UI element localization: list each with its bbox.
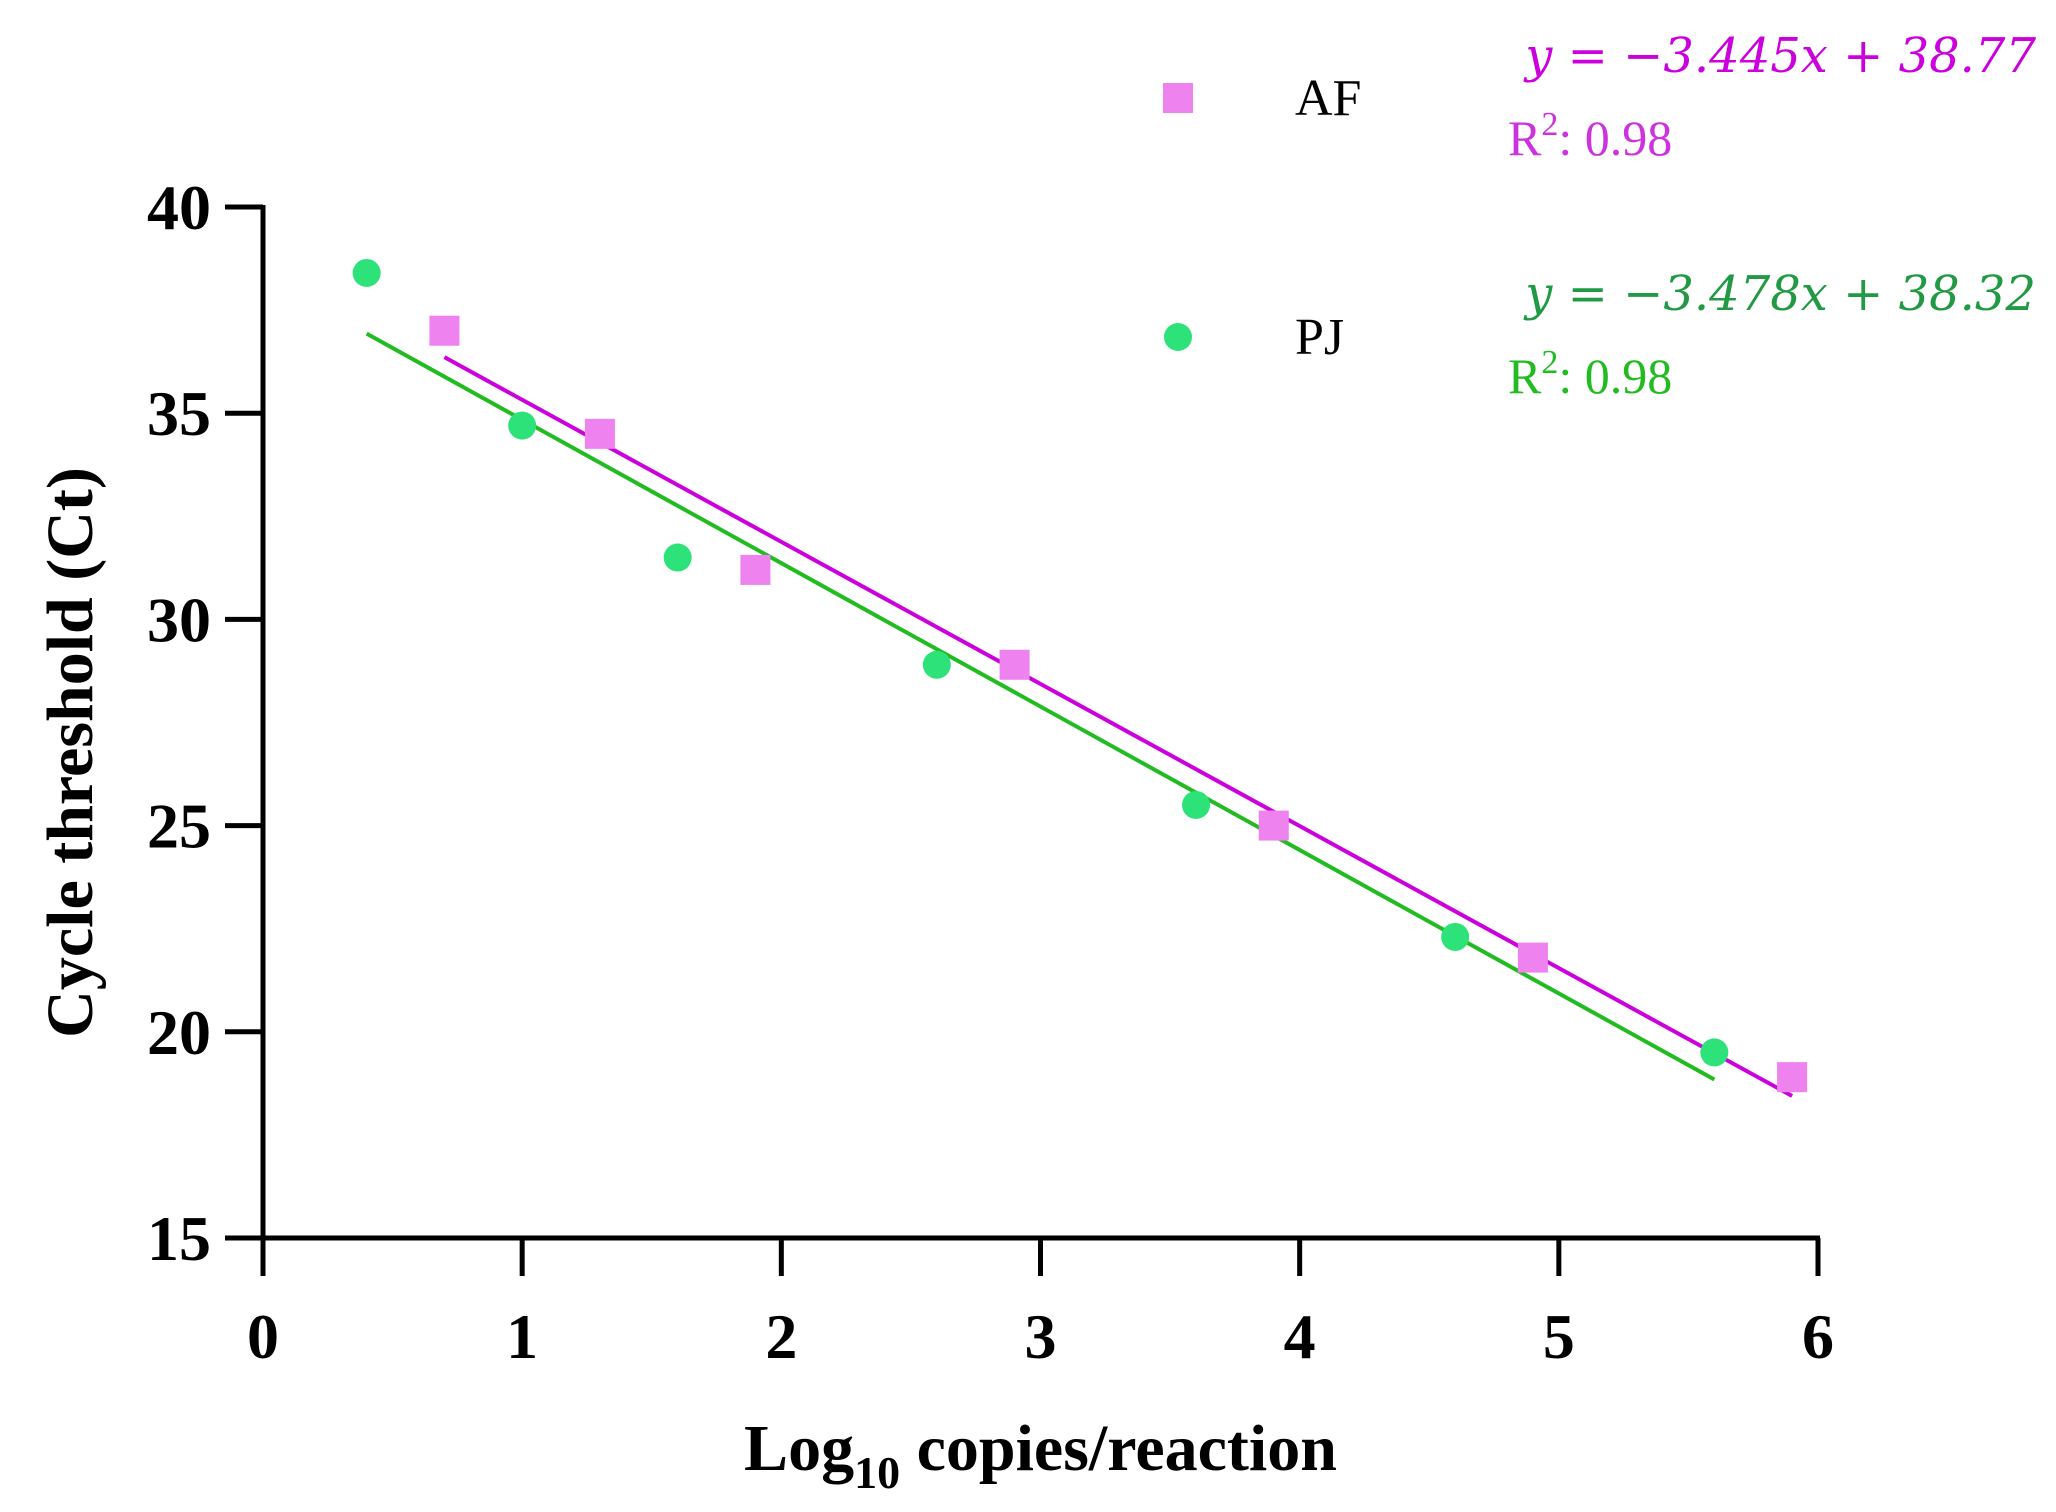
legend-label-af: AF	[1295, 70, 1361, 127]
x-axis-title-main: copies/reaction	[900, 1412, 1337, 1485]
equation-af: y = −3.445x + 38.77	[1523, 28, 2036, 84]
legend-label-pj: PJ	[1295, 309, 1344, 366]
r-squared-af: R2: 0.98	[1508, 106, 1672, 166]
legend-marker-af	[1163, 83, 1193, 113]
y-axis-title: Cycle threshold (Ct)	[34, 467, 107, 1038]
data-point-af	[740, 554, 771, 585]
r-squared-label: R	[1508, 110, 1542, 166]
y-tick-label: 35	[147, 378, 211, 449]
fit-line-af	[443, 355, 1794, 1098]
data-point-af	[1777, 1062, 1808, 1093]
y-tick-label: 15	[147, 1203, 211, 1274]
x-tick-label: 2	[765, 1301, 797, 1372]
data-point-af	[1258, 810, 1289, 841]
data-point-pj	[1182, 790, 1210, 819]
data-point-pj	[1441, 922, 1470, 951]
x-axis-title-prefix: Log	[744, 1412, 854, 1485]
x-tick-label: 0	[247, 1301, 279, 1372]
x-tick-label: 4	[1284, 1301, 1316, 1372]
legend-marker-pj	[1164, 323, 1192, 351]
r-squared-label: R	[1508, 348, 1542, 404]
x-axis-title: Log10 copies/reaction	[744, 1412, 1337, 1498]
fit-line-pj	[365, 331, 1716, 1082]
data-point-pj	[508, 411, 537, 440]
data-point-af	[1517, 942, 1548, 973]
data-point-af	[429, 315, 460, 346]
x-tick-label: 1	[506, 1301, 538, 1372]
y-tick-label: 40	[147, 172, 211, 243]
y-tick-label: 30	[147, 584, 211, 655]
r-squared-value: : 0.98	[1558, 110, 1672, 166]
r-squared-superscript: 2	[1541, 106, 1558, 143]
r-squared-value: : 0.98	[1558, 348, 1672, 404]
x-tick-label: 6	[1802, 1301, 1834, 1372]
y-tick-label: 25	[147, 791, 211, 862]
x-tick-label: 3	[1025, 1301, 1057, 1372]
data-point-pj	[1700, 1038, 1729, 1067]
r-squared-superscript: 2	[1541, 344, 1558, 381]
y-tick-label: 20	[147, 997, 211, 1068]
data-point-pj	[922, 650, 951, 679]
data-point-af	[999, 649, 1030, 680]
data-point-pj	[352, 258, 381, 287]
data-point-af	[584, 418, 615, 449]
data-point-pj	[663, 543, 692, 572]
x-tick-label: 5	[1543, 1301, 1575, 1372]
equation-pj: y = −3.478x + 38.32	[1523, 266, 2036, 322]
r-squared-pj: R2: 0.98	[1508, 344, 1672, 404]
x-axis-title-subscript: 10	[854, 1447, 900, 1498]
